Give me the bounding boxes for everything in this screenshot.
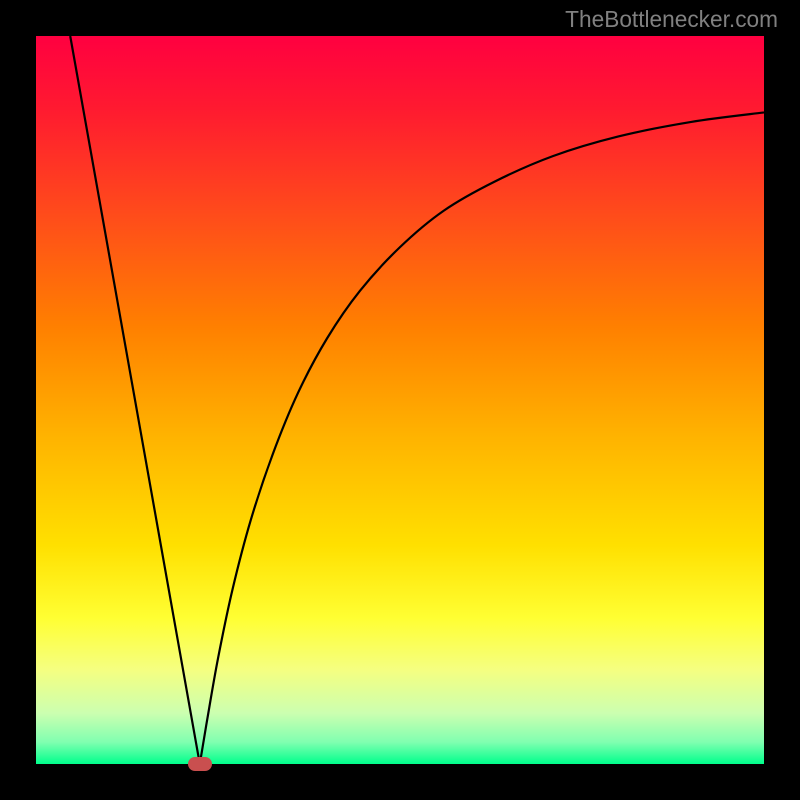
plot-area	[36, 36, 764, 764]
watermark-text: TheBottlenecker.com	[565, 6, 778, 33]
minimum-marker	[188, 757, 212, 771]
curve-path	[70, 36, 764, 764]
bottleneck-curve	[36, 36, 764, 764]
chart-container: TheBottlenecker.com	[0, 0, 800, 800]
